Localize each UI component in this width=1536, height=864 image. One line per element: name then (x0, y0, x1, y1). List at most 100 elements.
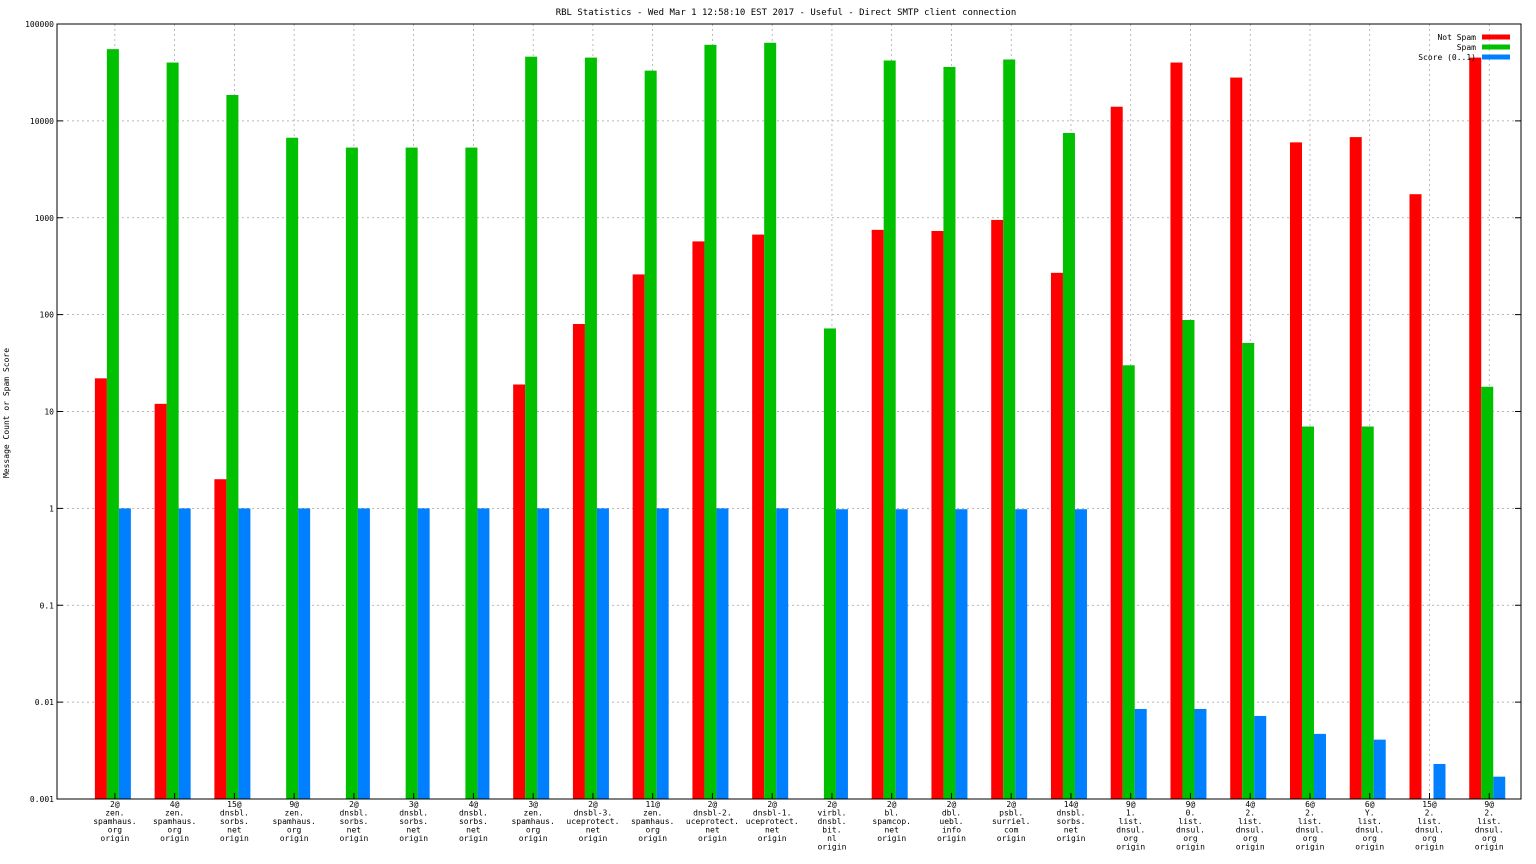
x-tick-label: spamhaus. (511, 817, 554, 826)
bar-score-0-1--8 (596, 508, 609, 799)
x-tick-label: org (526, 826, 541, 835)
x-tick-label: list. (1298, 817, 1322, 826)
x-tick-label: zen. (643, 809, 662, 818)
x-tick-label: sorbs. (459, 817, 488, 826)
bar-score-0-1--3 (298, 508, 311, 799)
x-tick-label: 9@ (1126, 800, 1136, 809)
x-tick-label: list. (1477, 817, 1501, 826)
bar-spam-1 (166, 62, 179, 800)
bar-score-0-1--10 (716, 508, 729, 799)
x-tick-label: dnsbl. (817, 817, 846, 826)
y-tick-label: 10 (44, 408, 54, 417)
legend-label: Not Spam (1437, 33, 1476, 42)
bar-score-0-1--12 (835, 509, 848, 799)
bar-score-0-1--16 (1074, 509, 1087, 799)
x-tick-label: origin (1475, 843, 1504, 852)
x-tick-label: list. (1238, 817, 1262, 826)
x-tick-label: 4@ (469, 800, 479, 809)
x-tick-label: origin (1057, 834, 1086, 843)
x-tick-label: origin (638, 834, 667, 843)
x-tick-label: org (645, 826, 660, 835)
x-tick-label: 4@ (170, 800, 180, 809)
bar-not-spam-13 (871, 229, 884, 799)
x-tick-label: org (1482, 834, 1497, 843)
x-tick-label: list. (1119, 817, 1143, 826)
x-tick-label: list. (1178, 817, 1202, 826)
x-tick-label: 2@ (767, 800, 777, 809)
chart-title: RBL Statistics - Wed Mar 1 12:58:10 EST … (556, 8, 1017, 18)
bar-spam-21 (1361, 426, 1374, 799)
x-tick-label: 2. (1245, 809, 1255, 818)
bar-spam-4 (345, 147, 358, 800)
x-tick-label: dbl. (942, 809, 961, 818)
x-tick-label: net (586, 826, 601, 835)
bar-spam-23 (1481, 386, 1494, 799)
x-tick-label: 2. (1305, 809, 1315, 818)
x-tick-label: origin (1415, 843, 1444, 852)
x-tick-label: 6@ (1365, 800, 1375, 809)
x-tick-label: origin (1236, 843, 1265, 852)
x-tick-label: 9@ (289, 800, 299, 809)
x-tick-label: org (167, 826, 182, 835)
x-tick-label: origin (578, 834, 607, 843)
x-tick-label: spamhaus. (631, 817, 674, 826)
bar-spam-6 (465, 147, 478, 800)
x-tick-label: uebl. (939, 817, 963, 826)
x-tick-label: org (1123, 834, 1138, 843)
x-tick-label: 11@ (645, 800, 660, 809)
bar-score-0-1--9 (656, 508, 669, 799)
bar-spam-9 (644, 70, 657, 799)
bar-spam-8 (584, 57, 597, 800)
y-tick-label: 0.1 (40, 601, 55, 610)
x-tick-label: origin (758, 834, 787, 843)
x-tick-label: com (1004, 826, 1019, 835)
x-tick-label: 9@ (1186, 800, 1196, 809)
x-tick-label: spamhaus. (153, 817, 196, 826)
bar-spam-15 (1003, 59, 1016, 799)
x-tick-label: nl (827, 834, 837, 843)
bar-not-spam-10 (692, 241, 705, 799)
x-tick-label: dnsul. (1236, 826, 1265, 835)
bar-score-0-1--13 (895, 509, 908, 799)
x-tick-label: surriel. (992, 817, 1031, 826)
bar-not-spam-11 (752, 234, 765, 799)
x-tick-label: 2@ (887, 800, 897, 809)
x-tick-label: 2@ (349, 800, 359, 809)
legend-swatch (1482, 54, 1510, 60)
x-tick-label: dnsbl. (339, 809, 368, 818)
y-tick-label: 0.01 (35, 698, 54, 707)
x-tick-label: 2@ (947, 800, 957, 809)
x-tick-label: uceprotect. (566, 817, 619, 826)
bar-not-spam-0 (94, 378, 107, 799)
x-tick-label: origin (100, 834, 129, 843)
y-tick-label: 100000 (25, 20, 54, 29)
bar-score-0-1--5 (417, 508, 430, 799)
x-tick-label: net (765, 826, 780, 835)
x-tick-label: 2. (1484, 809, 1494, 818)
bar-spam-19 (1242, 342, 1255, 799)
x-tick-label: sorbs. (220, 817, 249, 826)
x-tick-label: list. (1417, 817, 1441, 826)
bar-score-0-1--17 (1134, 708, 1147, 799)
bar-spam-17 (1122, 365, 1135, 799)
x-tick-label: org (1363, 834, 1378, 843)
x-tick-label: spamhaus. (272, 817, 315, 826)
x-tick-label: origin (280, 834, 309, 843)
y-tick-label: 0.001 (30, 795, 54, 804)
bar-not-spam-7 (513, 384, 526, 799)
legend-label: Spam (1457, 43, 1476, 52)
bar-spam-7 (525, 56, 538, 799)
y-tick-label: 1000 (35, 214, 54, 223)
bar-spam-10 (704, 44, 717, 800)
bar-spam-11 (764, 42, 777, 800)
bar-score-0-1--6 (477, 508, 490, 799)
x-tick-label: dnsbl. (459, 809, 488, 818)
x-tick-label: Y. (1365, 809, 1375, 818)
x-tick-label: net (1064, 826, 1079, 835)
bar-spam-2 (226, 94, 239, 799)
x-tick-label: uceprotect. (686, 817, 739, 826)
x-tick-label: 2@ (1006, 800, 1016, 809)
x-tick-label: dnsul. (1355, 826, 1384, 835)
x-tick-label: net (406, 826, 421, 835)
